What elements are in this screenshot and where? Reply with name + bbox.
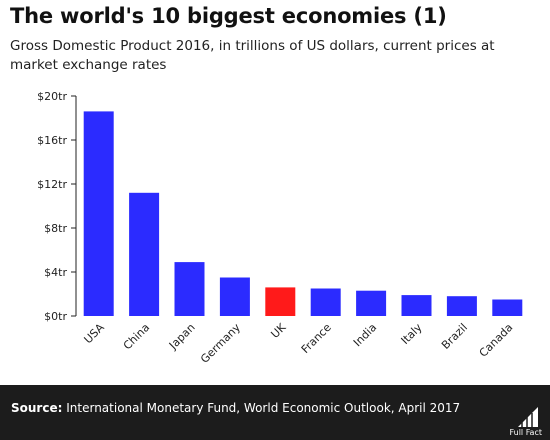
source-note: Source: International Monetary Fund, Wor… (11, 401, 460, 415)
bar-canada (492, 299, 523, 316)
x-tick-label: China (121, 321, 152, 352)
bar-india (356, 290, 387, 316)
x-tick-label: India (351, 321, 379, 349)
x-tick-label: USA (82, 321, 108, 347)
x-tick-label: Canada (477, 321, 516, 360)
x-tick-label: France (299, 321, 334, 356)
y-tick-label: $4tr (44, 266, 67, 279)
chart-title: The world's 10 biggest economies (1) (10, 4, 447, 28)
bar-usa (83, 111, 114, 317)
bar-uk (265, 287, 296, 316)
bar-japan (174, 262, 205, 316)
bar-italy (401, 295, 432, 316)
full-fact-logo-text: Full Fact (509, 428, 542, 437)
bar-chart: $0tr $4tr $8tr $12tr $16tr $20tr USA China Japan… (37, 90, 523, 366)
x-tick-label: Brazil (439, 321, 470, 352)
x-tick-label: Germany (198, 321, 243, 366)
x-tick-label: UK (268, 320, 289, 341)
y-tick-label: $20tr (37, 90, 67, 103)
x-tick-label: Italy (399, 321, 425, 347)
bar-france (310, 288, 341, 316)
x-tick-label: Japan (166, 321, 198, 353)
chart-subtitle: Gross Domestic Product 2016, in trillion… (10, 38, 495, 73)
y-tick-label: $12tr (37, 178, 67, 191)
footer-bar: Source: International Monetary Fund, Wor… (0, 385, 550, 440)
y-tick-label: $16tr (37, 134, 67, 147)
y-tick-label: $0tr (44, 310, 67, 323)
bar-china (129, 192, 160, 316)
source-label: Source: (11, 401, 63, 415)
source-text: International Monetary Fund, World Econo… (66, 401, 461, 415)
full-fact-logo-icon (518, 407, 538, 427)
y-tick-label: $8tr (44, 222, 67, 235)
bar-brazil (446, 296, 477, 316)
bar-germany (219, 277, 250, 316)
